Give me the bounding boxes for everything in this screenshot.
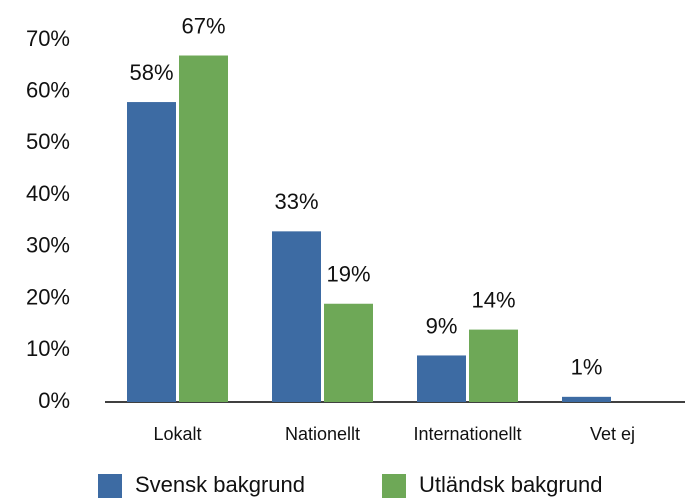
x-tick-label: Internationellt bbox=[413, 424, 521, 444]
bar bbox=[127, 102, 176, 403]
y-tick-label: 0% bbox=[38, 388, 70, 413]
x-tick-label: Lokalt bbox=[153, 424, 201, 444]
legend-label: Svensk bakgrund bbox=[135, 472, 305, 497]
bar bbox=[272, 231, 321, 402]
y-tick-label: 10% bbox=[26, 336, 70, 361]
legend-swatch bbox=[382, 474, 406, 498]
y-tick-label: 40% bbox=[26, 181, 70, 206]
legend-swatch bbox=[98, 474, 122, 498]
x-tick-label: Nationellt bbox=[285, 424, 360, 444]
bar bbox=[417, 355, 466, 402]
y-tick-label: 30% bbox=[26, 233, 70, 258]
value-label: 58% bbox=[129, 60, 173, 85]
value-label: 9% bbox=[426, 313, 458, 338]
bar bbox=[562, 396, 611, 402]
bar bbox=[179, 55, 228, 403]
value-label: 67% bbox=[181, 13, 225, 38]
value-label: 1% bbox=[571, 355, 603, 380]
value-label: 33% bbox=[274, 189, 318, 214]
value-label: 14% bbox=[471, 287, 515, 312]
value-label: 19% bbox=[326, 262, 370, 287]
x-tick-label: Vet ej bbox=[590, 424, 635, 444]
y-tick-label: 60% bbox=[26, 78, 70, 103]
bar bbox=[469, 329, 518, 402]
y-tick-label: 50% bbox=[26, 129, 70, 154]
legend-label: Utländsk bakgrund bbox=[419, 472, 602, 497]
bar bbox=[324, 303, 373, 402]
y-tick-label: 20% bbox=[26, 284, 70, 309]
y-tick-label: 70% bbox=[26, 26, 70, 51]
